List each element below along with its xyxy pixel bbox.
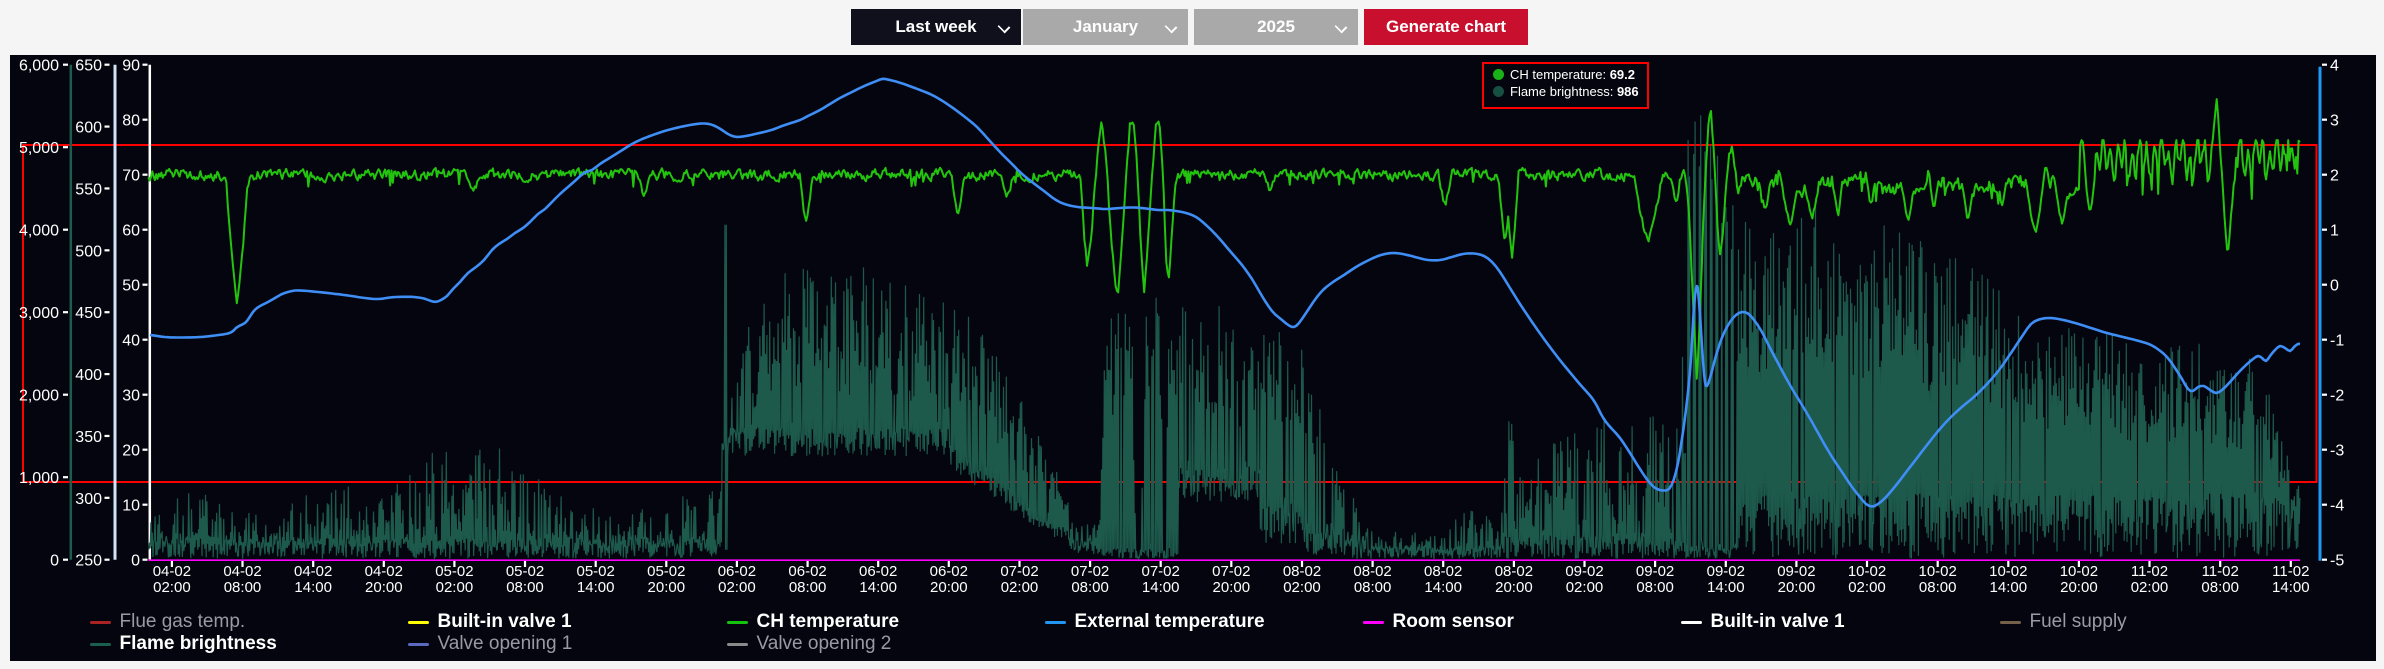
svg-text:09-02: 09-02: [1636, 563, 1674, 580]
svg-text:5,000: 5,000: [19, 140, 59, 157]
svg-text:-1: -1: [2330, 333, 2344, 350]
svg-text:-4: -4: [2330, 498, 2344, 515]
svg-text:11-02: 11-02: [2131, 563, 2168, 580]
svg-text:08:00: 08:00: [1636, 579, 1674, 596]
svg-text:20:00: 20:00: [1778, 579, 1816, 596]
svg-text:20:00: 20:00: [1213, 579, 1251, 596]
svg-text:10-02: 10-02: [2060, 563, 2098, 580]
svg-text:250: 250: [75, 553, 102, 570]
svg-text:14:00: 14:00: [577, 579, 615, 596]
svg-text:30: 30: [122, 388, 140, 405]
svg-text:0: 0: [50, 553, 59, 570]
svg-text:550: 550: [75, 181, 102, 198]
svg-text:05-02: 05-02: [506, 563, 544, 580]
svg-text:08-02: 08-02: [1353, 563, 1391, 580]
svg-text:06-02: 06-02: [930, 563, 968, 580]
svg-text:04-02: 04-02: [223, 563, 261, 580]
svg-text:80: 80: [122, 113, 140, 130]
svg-text:4: 4: [2330, 58, 2339, 75]
svg-text:450: 450: [75, 305, 102, 322]
svg-text:14:00: 14:00: [1142, 579, 1180, 596]
svg-text:07-02: 07-02: [1071, 563, 1109, 580]
svg-text:04-02: 04-02: [294, 563, 332, 580]
svg-text:650: 650: [75, 58, 102, 75]
svg-text:0: 0: [131, 553, 140, 570]
svg-text:14:00: 14:00: [1424, 579, 1462, 596]
svg-text:0: 0: [2330, 278, 2339, 295]
svg-text:1,000: 1,000: [19, 470, 59, 487]
svg-text:350: 350: [75, 429, 102, 446]
svg-text:02:00: 02:00: [1283, 579, 1321, 596]
svg-text:08:00: 08:00: [1071, 579, 1109, 596]
svg-text:2,000: 2,000: [19, 388, 59, 405]
svg-text:3: 3: [2330, 113, 2339, 130]
svg-text:-3: -3: [2330, 443, 2344, 460]
svg-text:09-02: 09-02: [1565, 563, 1603, 580]
svg-text:20:00: 20:00: [930, 579, 968, 596]
svg-text:400: 400: [75, 367, 102, 384]
svg-text:1: 1: [2330, 223, 2339, 240]
svg-text:08:00: 08:00: [1354, 579, 1392, 596]
svg-text:05-02: 05-02: [647, 563, 685, 580]
svg-text:05-02: 05-02: [435, 563, 473, 580]
svg-text:20:00: 20:00: [1495, 579, 1533, 596]
svg-text:07-02: 07-02: [1142, 563, 1180, 580]
svg-text:4,000: 4,000: [19, 223, 59, 240]
svg-text:02:00: 02:00: [2131, 579, 2169, 596]
svg-text:08:00: 08:00: [506, 579, 544, 596]
svg-text:08:00: 08:00: [1919, 579, 1957, 596]
svg-text:08-02: 08-02: [1495, 563, 1533, 580]
svg-text:08:00: 08:00: [789, 579, 827, 596]
svg-text:09-02: 09-02: [1777, 563, 1815, 580]
svg-text:6,000: 6,000: [19, 58, 59, 75]
svg-text:40: 40: [122, 333, 140, 350]
svg-text:04-02: 04-02: [365, 563, 403, 580]
svg-text:08:00: 08:00: [2201, 579, 2239, 596]
svg-text:06-02: 06-02: [718, 563, 756, 580]
svg-text:02:00: 02:00: [436, 579, 474, 596]
svg-text:600: 600: [75, 120, 102, 137]
svg-text:90: 90: [122, 58, 140, 75]
svg-text:11-02: 11-02: [2272, 563, 2309, 580]
svg-text:14:00: 14:00: [294, 579, 332, 596]
svg-text:14:00: 14:00: [1707, 579, 1745, 596]
svg-text:05-02: 05-02: [577, 563, 615, 580]
svg-text:2: 2: [2330, 168, 2339, 185]
svg-text:20: 20: [122, 443, 140, 460]
svg-text:10-02: 10-02: [1848, 563, 1886, 580]
svg-text:10: 10: [122, 498, 140, 515]
svg-text:14:00: 14:00: [1990, 579, 2028, 596]
svg-text:50: 50: [122, 278, 140, 295]
svg-text:-2: -2: [2330, 388, 2344, 405]
svg-text:09-02: 09-02: [1707, 563, 1745, 580]
svg-text:60: 60: [122, 223, 140, 240]
svg-text:07-02: 07-02: [1000, 563, 1038, 580]
svg-text:20:00: 20:00: [648, 579, 686, 596]
svg-text:02:00: 02:00: [718, 579, 756, 596]
svg-text:04-02: 04-02: [153, 563, 191, 580]
svg-text:10-02: 10-02: [1989, 563, 2027, 580]
svg-text:10-02: 10-02: [1919, 563, 1957, 580]
svg-text:02:00: 02:00: [1848, 579, 1886, 596]
svg-text:-5: -5: [2330, 553, 2344, 570]
svg-text:11-02: 11-02: [2202, 563, 2239, 580]
svg-text:14:00: 14:00: [859, 579, 897, 596]
svg-text:02:00: 02:00: [1001, 579, 1039, 596]
svg-text:07-02: 07-02: [1212, 563, 1250, 580]
svg-text:08:00: 08:00: [224, 579, 262, 596]
svg-text:02:00: 02:00: [153, 579, 191, 596]
svg-text:08-02: 08-02: [1424, 563, 1462, 580]
svg-text:70: 70: [122, 168, 140, 185]
svg-text:300: 300: [75, 491, 102, 508]
svg-text:02:00: 02:00: [1566, 579, 1604, 596]
svg-text:20:00: 20:00: [2060, 579, 2098, 596]
svg-text:3,000: 3,000: [19, 305, 59, 322]
svg-text:06-02: 06-02: [788, 563, 826, 580]
svg-text:08-02: 08-02: [1283, 563, 1321, 580]
svg-text:20:00: 20:00: [365, 579, 403, 596]
svg-text:500: 500: [75, 243, 102, 260]
svg-text:14:00: 14:00: [2272, 579, 2310, 596]
svg-text:06-02: 06-02: [859, 563, 897, 580]
